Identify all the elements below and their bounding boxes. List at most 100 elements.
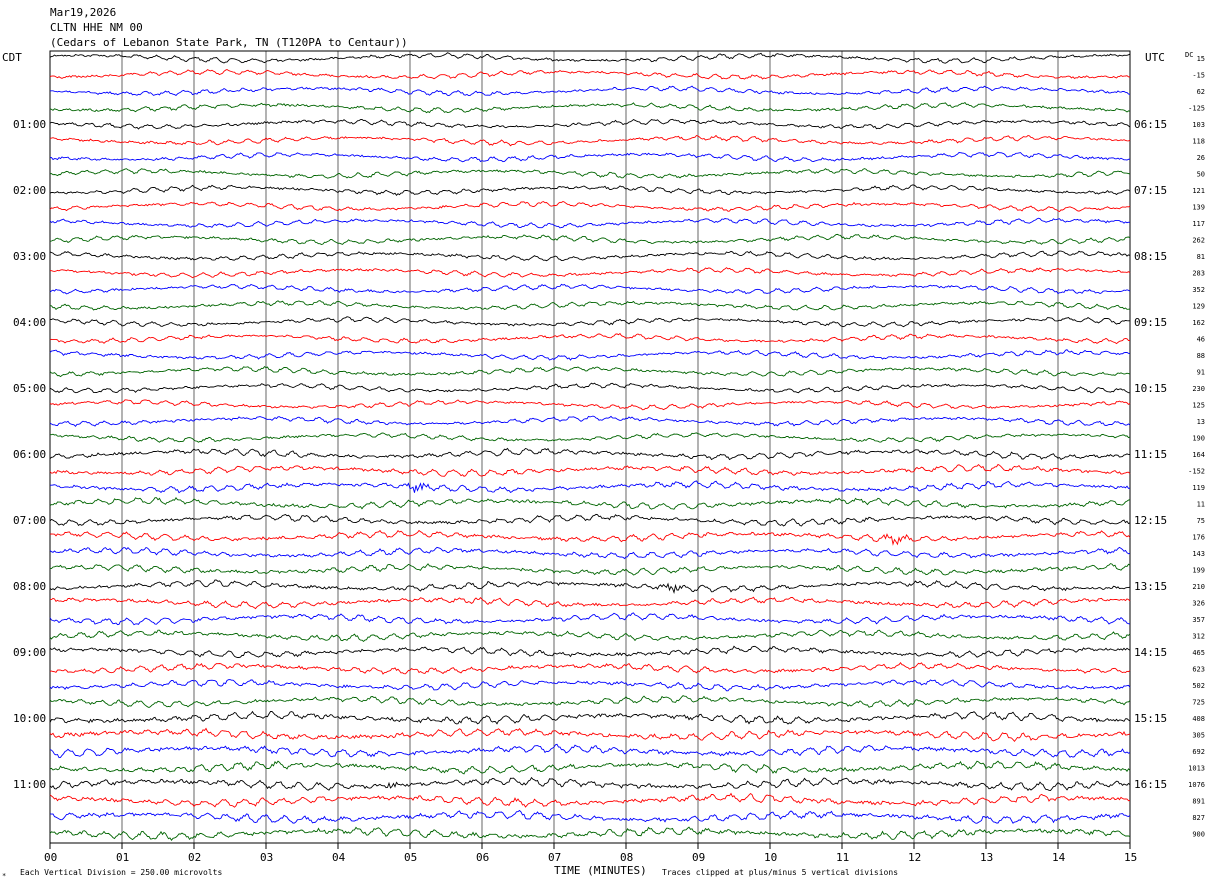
dc-offset-label: 283 — [1192, 270, 1205, 278]
dc-offset-label: 725 — [1192, 699, 1205, 707]
x-tick-label: 04 — [332, 851, 346, 864]
dc-offset-label: 305 — [1192, 732, 1205, 740]
x-tick-label: 01 — [116, 851, 129, 864]
cdt-hour-labels: 01:00 02:00 03:00 04:00 05:00 06:00 07:00 08:00… — [13, 118, 46, 791]
utc-hour-label: 16:15 — [1134, 778, 1167, 791]
seismic-trace — [49, 612, 1131, 626]
dc-offset-label: 88 — [1197, 352, 1205, 360]
seismic-trace — [49, 826, 1131, 841]
x-tick-label: 15 — [1124, 851, 1137, 864]
dc-offset-label: 119 — [1192, 484, 1205, 492]
seismic-trace — [49, 463, 1131, 477]
dc-offset-label: -125 — [1188, 105, 1205, 113]
seismic-trace — [50, 480, 1131, 494]
x-tick-label: 10 — [764, 851, 777, 864]
cdt-hour-label: 07:00 — [13, 514, 46, 527]
dc-offset-label: 121 — [1192, 187, 1205, 195]
utc-hour-label: 14:15 — [1134, 646, 1167, 659]
seismic-trace — [49, 629, 1131, 642]
scale-note: Each Vertical Division = 250.00 microvol… — [20, 868, 222, 877]
dc-offset-label: 900 — [1192, 831, 1205, 839]
cdt-hour-label: 02:00 — [13, 184, 46, 197]
x-tick-label: 14 — [1052, 851, 1066, 864]
x-tick-label: 03 — [260, 851, 273, 864]
dc-offset-label: 139 — [1192, 204, 1205, 212]
utc-hour-label: 13:15 — [1134, 580, 1167, 593]
right-timezone: UTC — [1145, 51, 1165, 64]
dc-offset-label: 103 — [1192, 121, 1205, 129]
seismic-trace — [49, 151, 1131, 163]
seismic-trace — [49, 809, 1131, 824]
seismic-trace — [49, 134, 1131, 147]
x-tick-label: 00 — [44, 851, 57, 864]
dc-label: DC — [1185, 51, 1193, 59]
dc-offset-label: 502 — [1192, 682, 1205, 690]
seismic-trace — [49, 710, 1131, 725]
x-tick-label: 07 — [548, 851, 561, 864]
dc-offset-label: 15 — [1197, 55, 1205, 63]
seismic-trace — [49, 300, 1131, 311]
seismic-trace — [50, 563, 1131, 576]
x-tick-label: 08 — [620, 851, 633, 864]
seismic-traces — [49, 52, 1131, 841]
dc-offset-label: 623 — [1192, 666, 1205, 674]
seismic-trace — [49, 85, 1131, 97]
utc-hour-label: 12:15 — [1134, 514, 1167, 527]
utc-hour-label: 10:15 — [1134, 382, 1167, 395]
dc-offset-label: -152 — [1188, 468, 1205, 476]
seismic-trace — [49, 497, 1131, 510]
seismic-trace — [49, 546, 1131, 560]
dc-offset-label: 117 — [1192, 220, 1205, 228]
dc-offset-label: 190 — [1192, 435, 1205, 443]
seismic-trace — [49, 233, 1131, 245]
seismic-trace — [49, 267, 1131, 279]
dc-offset-label: 326 — [1192, 600, 1205, 608]
dc-offset-label: 262 — [1192, 237, 1205, 245]
seismic-trace — [49, 102, 1131, 114]
cdt-hour-label: 06:00 — [13, 448, 46, 461]
dc-offset-label: 129 — [1192, 303, 1205, 311]
dc-offset-label: 62 — [1197, 88, 1205, 96]
seismic-trace — [49, 695, 1131, 709]
dc-offset-label: 1076 — [1188, 781, 1205, 789]
dc-offset-label: 210 — [1192, 583, 1205, 591]
dc-offset-label: 125 — [1192, 402, 1205, 410]
x-tick-label: 02 — [188, 851, 201, 864]
seismic-trace — [49, 68, 1131, 80]
cdt-hour-label: 08:00 — [13, 580, 46, 593]
utc-hour-label: 06:15 — [1134, 118, 1167, 131]
cdt-hour-label: 01:00 — [13, 118, 46, 131]
cdt-hour-label: 11:00 — [13, 778, 46, 791]
dc-offset-label: 26 — [1197, 154, 1205, 162]
dc-offset-label: 13 — [1197, 418, 1205, 426]
dc-offset-label: 465 — [1192, 649, 1205, 657]
seismic-trace — [49, 645, 1131, 659]
dc-offset-label: 118 — [1192, 138, 1205, 146]
dc-offset-label: 891 — [1192, 798, 1205, 806]
dc-offset-label: 46 — [1197, 336, 1205, 344]
seismic-trace — [49, 399, 1131, 411]
seismic-trace — [49, 529, 1131, 546]
dc-offset-label: 11 — [1197, 501, 1205, 509]
corner-mark: * — [2, 872, 6, 880]
seismic-trace — [49, 316, 1130, 328]
seismic-trace — [49, 52, 1131, 64]
seismic-trace — [49, 513, 1131, 527]
clip-note: Traces clipped at plus/minus 5 vertical … — [662, 868, 898, 877]
seismic-trace — [49, 792, 1131, 808]
seismic-trace — [49, 217, 1131, 229]
left-timezone: CDT — [2, 51, 22, 64]
dc-offset-label: 162 — [1192, 319, 1205, 327]
dc-offset-label: 81 — [1197, 253, 1205, 261]
dc-offset-label: 408 — [1192, 715, 1205, 723]
dc-offset-label: -15 — [1192, 72, 1205, 80]
seismic-trace — [49, 776, 1131, 792]
dc-offset-label: 352 — [1192, 286, 1205, 294]
minute-gridlines — [121, 51, 1059, 843]
seismic-trace — [49, 415, 1131, 427]
dc-offset-label: 827 — [1192, 814, 1205, 822]
utc-hour-label: 09:15 — [1134, 316, 1167, 329]
x-axis-ticks: 00 01 02 03 04 05 06 07 08 09 10 11 12 13 14 15 — [44, 843, 1137, 864]
x-tick-label: 05 — [404, 851, 417, 864]
x-tick-label: 09 — [692, 851, 705, 864]
